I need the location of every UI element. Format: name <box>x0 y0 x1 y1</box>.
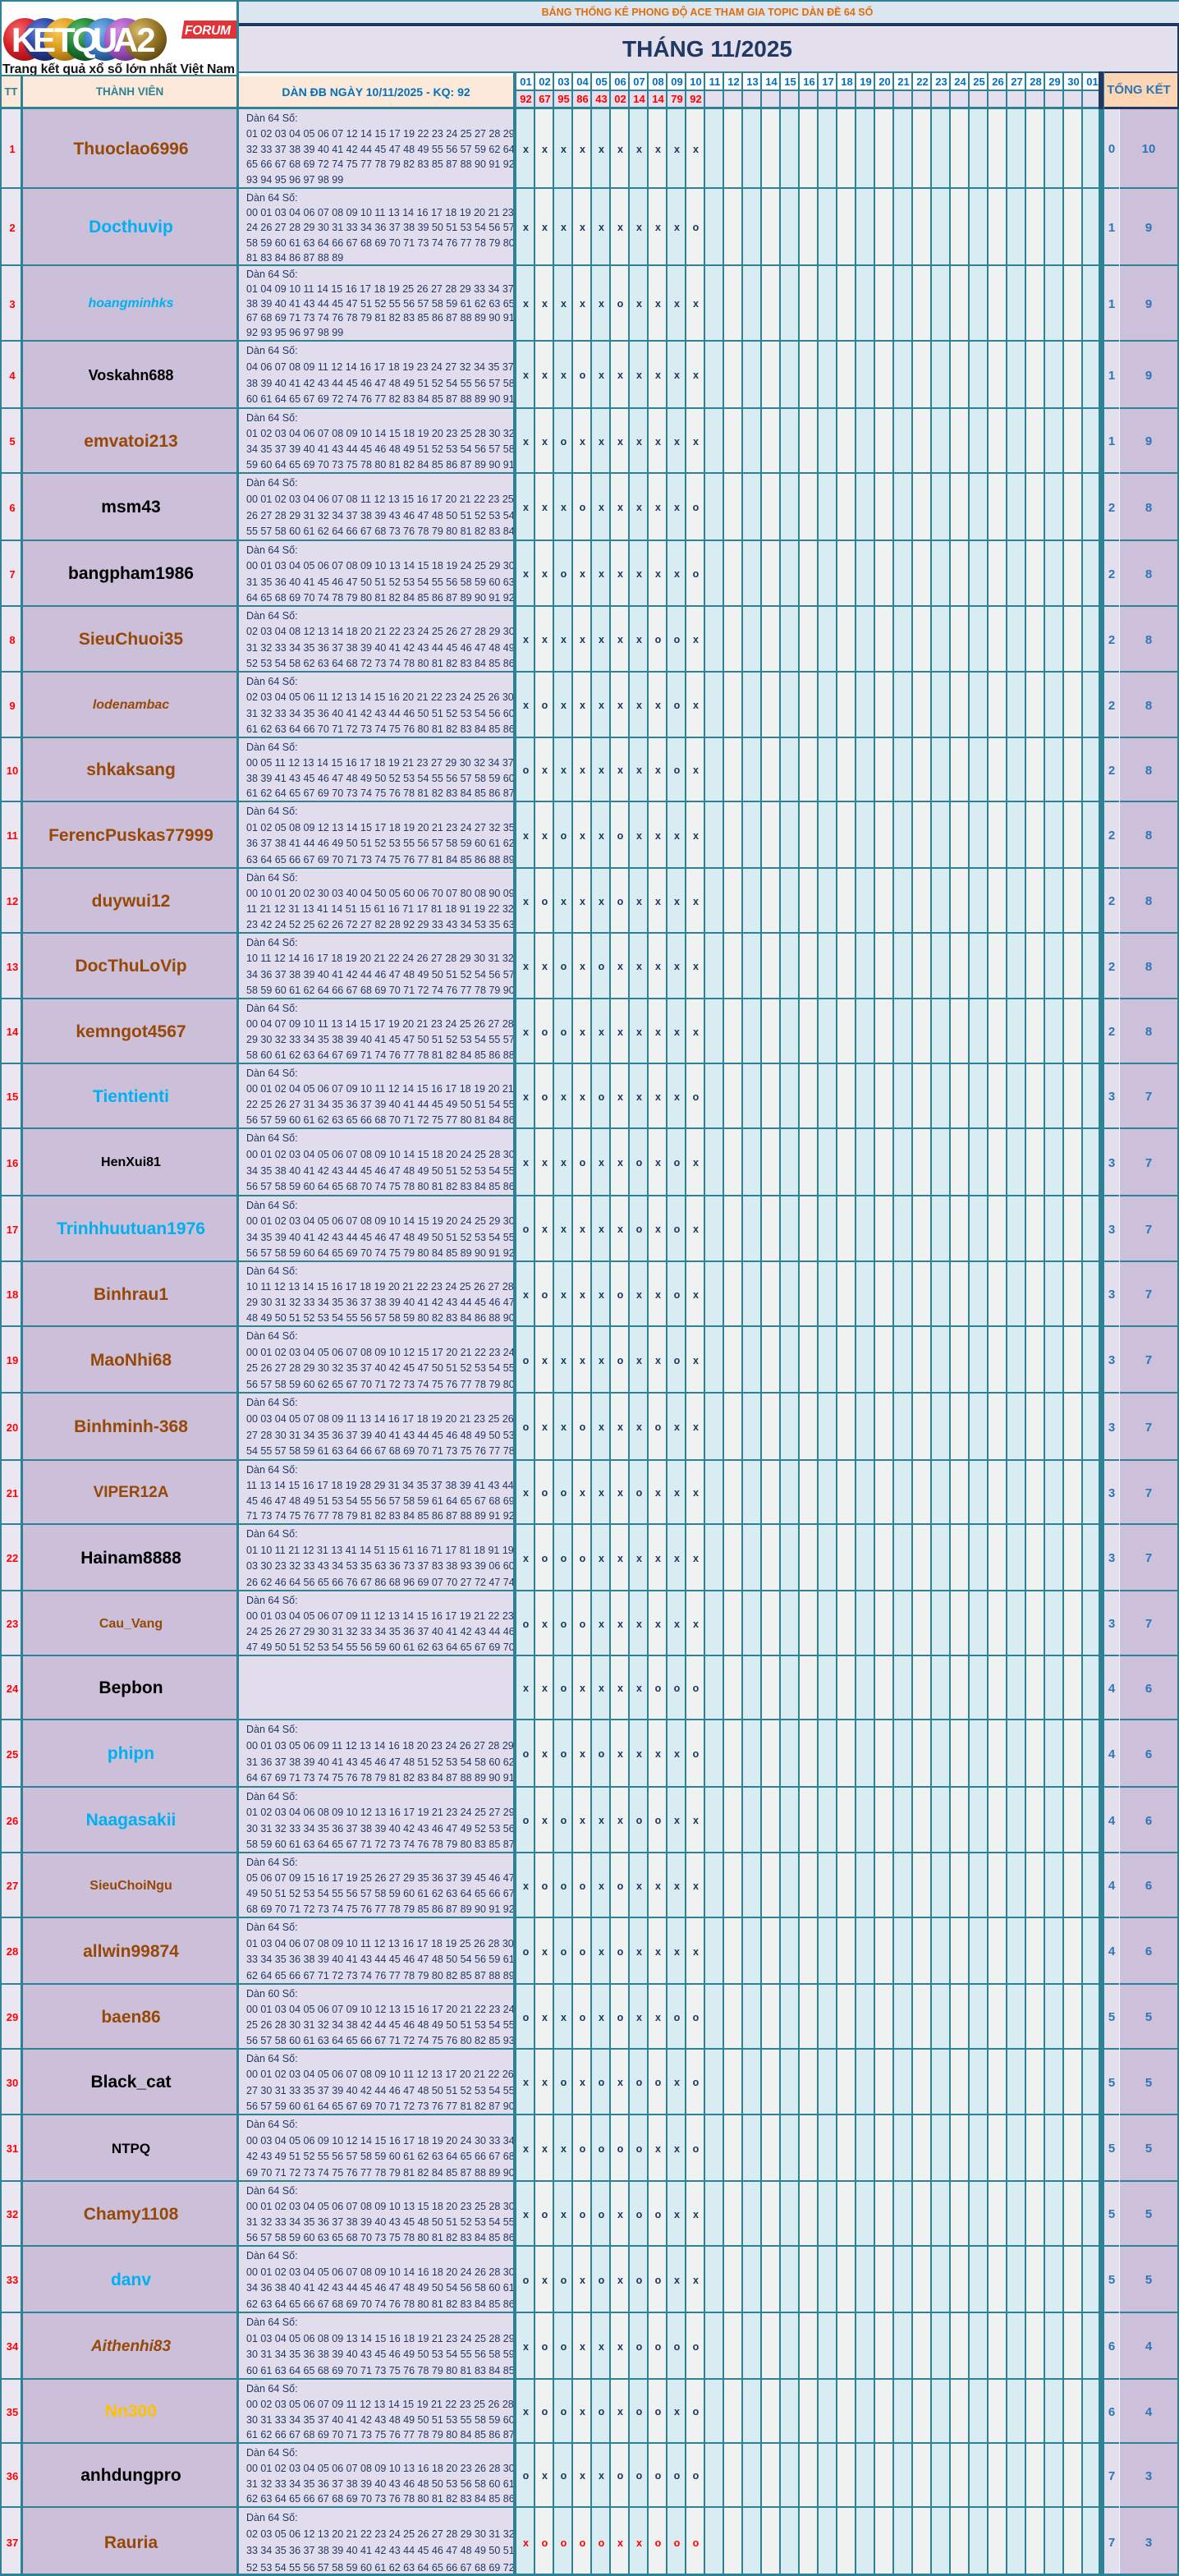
svg-text:E: E <box>33 21 56 59</box>
svg-text:Trang kết quả xổ số lớn nhất V: Trang kết quả xổ số lớn nhất Việt Nam <box>2 62 235 75</box>
svg-text:K: K <box>11 21 36 59</box>
svg-text:Q: Q <box>72 21 99 59</box>
svg-text:A: A <box>113 21 138 59</box>
svg-text:T: T <box>54 21 76 59</box>
svg-text:FORUM: FORUM <box>185 24 232 38</box>
svg-text:U: U <box>93 21 117 59</box>
svg-text:2: 2 <box>136 21 155 59</box>
